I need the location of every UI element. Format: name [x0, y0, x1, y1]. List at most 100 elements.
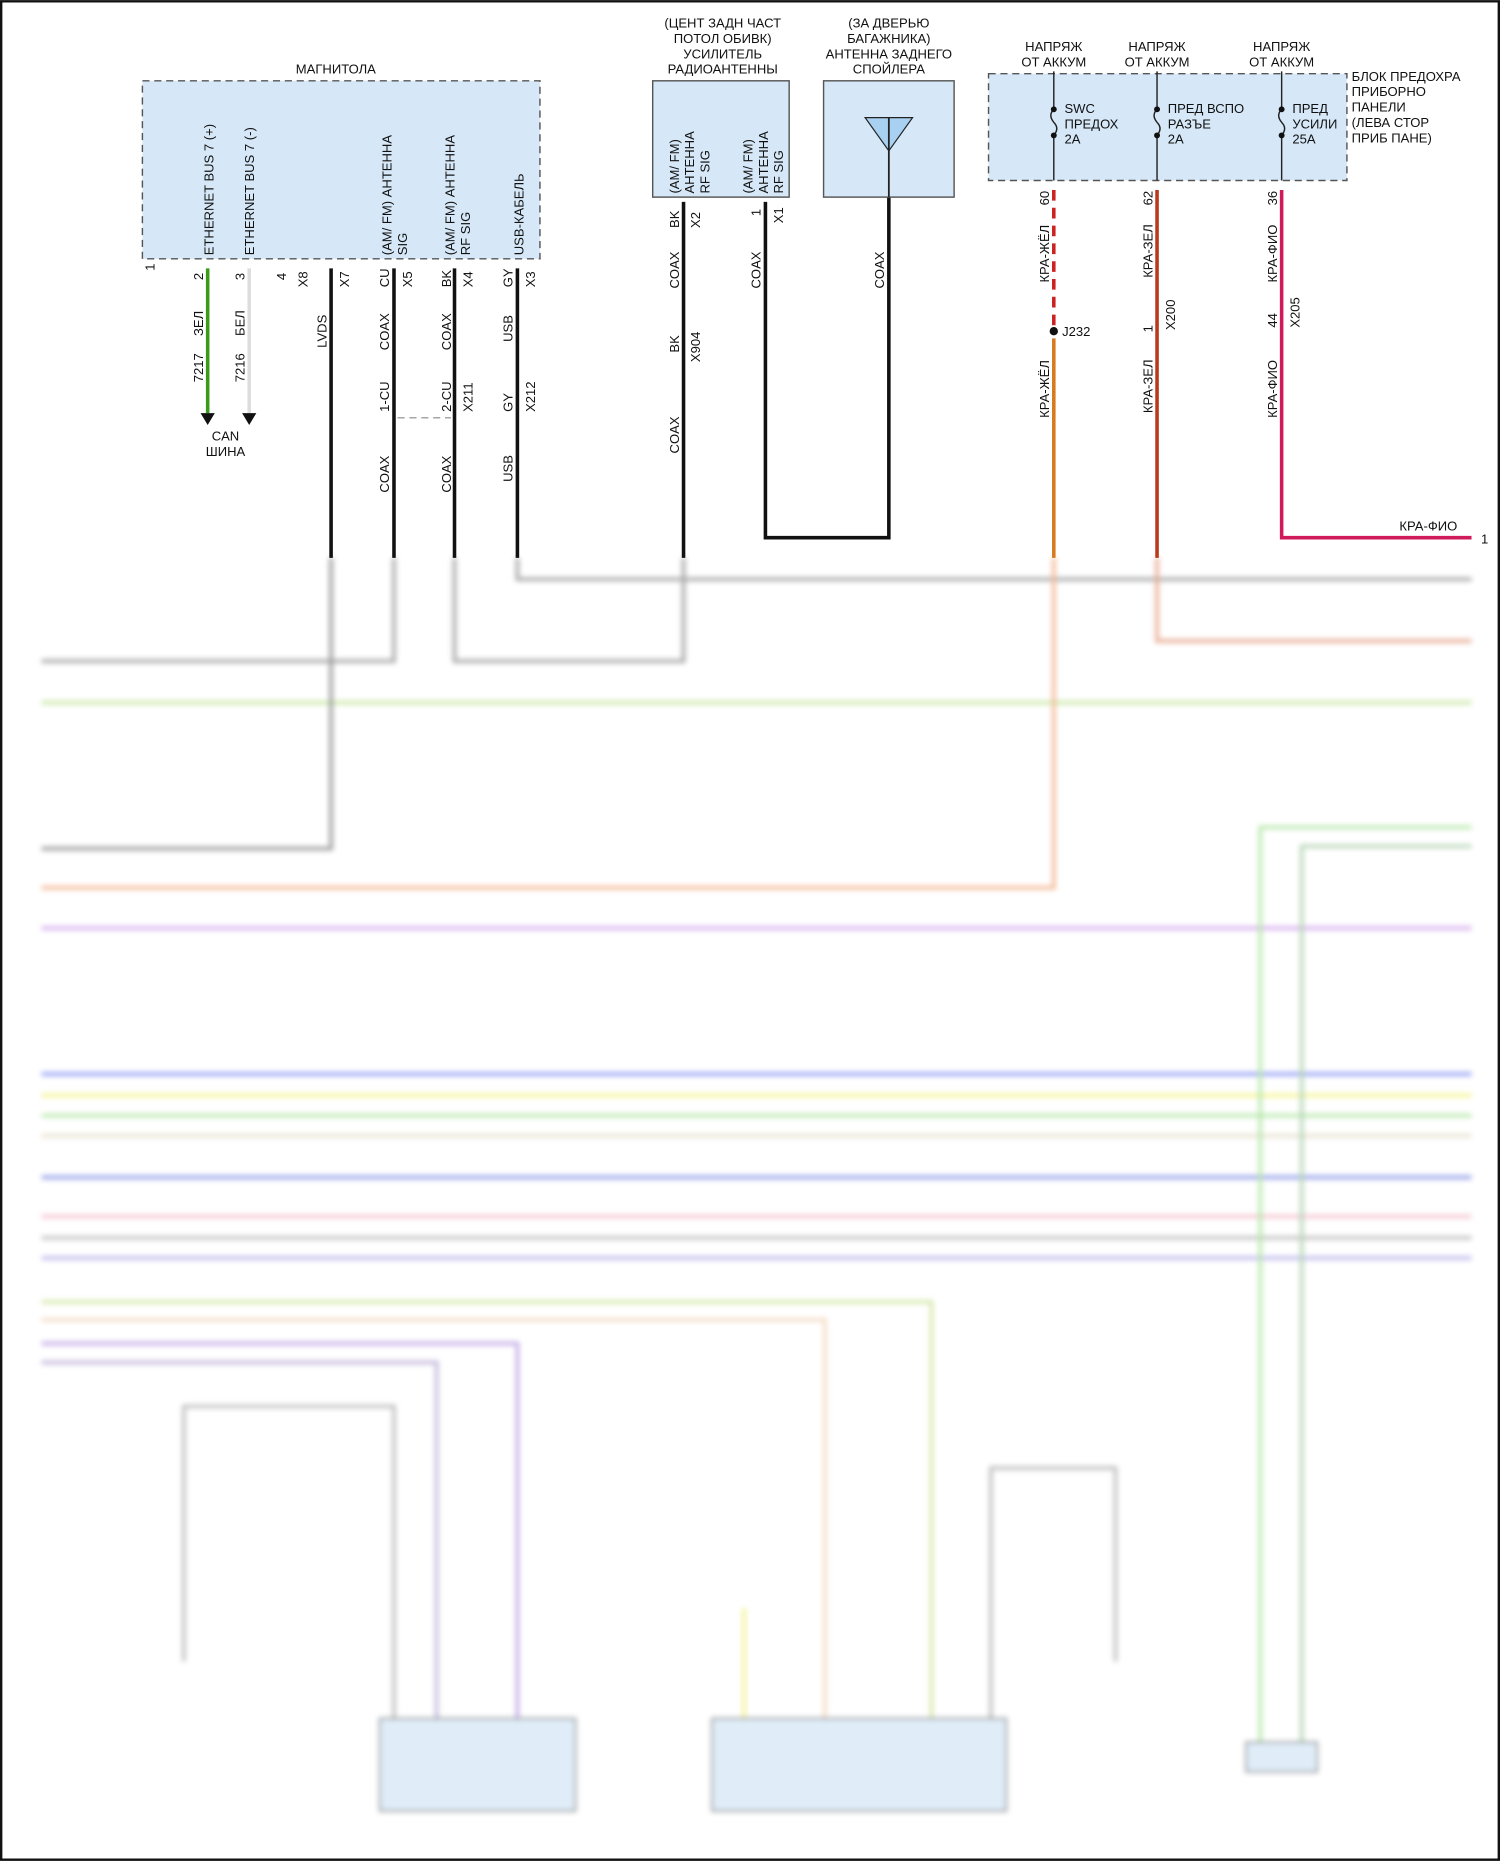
pin-label-rf-sig: RF SIG [458, 212, 473, 256]
fuse-icons [1050, 71, 1286, 181]
wire-label: КРА-ФИО [1265, 360, 1280, 418]
antenna-icon [863, 117, 914, 198]
svg-text:БАГАЖНИКА): БАГАЖНИКА) [847, 31, 930, 46]
svg-text:ПРЕД ВСПО: ПРЕД ВСПО [1168, 101, 1244, 116]
connector-id: X8 [295, 271, 310, 287]
pin-number: 44 [1265, 313, 1280, 328]
wire-amp-x1-antenna [763, 130, 891, 540]
wire-label: COAX [377, 455, 392, 492]
wire-color-label: БЕЛ [232, 310, 247, 336]
svg-text:АНТЕННА ЗАДНЕГО: АНТЕННА ЗАДНЕГО [826, 46, 952, 61]
svg-text:НАПРЯЖ: НАПРЯЖ [1253, 39, 1310, 54]
wire-color-code: GY [501, 393, 516, 412]
wire-label: КРА-ЗЕЛ [1140, 359, 1155, 413]
connector-id: X1 [771, 207, 786, 223]
wire-label: 1-CU [377, 381, 392, 411]
svg-text:СПОЙЛЕРА: СПОЙЛЕРА [853, 62, 925, 77]
antenna-title: (ЗА ДВЕРЬЮ БАГАЖНИКА) АНТЕННА ЗАДНЕГО СП… [826, 15, 952, 76]
amplifier-box [651, 80, 790, 198]
svg-text:НАПРЯЖ: НАПРЯЖ [1128, 39, 1185, 54]
wire-color-label: ЗЕЛ [191, 311, 206, 336]
connector-id: X4 [460, 271, 475, 287]
wire-color-code: BK [439, 270, 454, 288]
svg-text:ПРИБОРНО: ПРИБОРНО [1352, 84, 1426, 99]
can-label-2: ШИНА [206, 444, 246, 459]
arrow-icon [242, 413, 257, 425]
svg-text:ОТ АККУМ: ОТ АККУМ [1125, 55, 1190, 70]
wire-label: КРА-ЖЁЛ [1037, 225, 1052, 283]
pin-label-eth-plus: ETHERNET BUS 7 (+) [202, 124, 217, 255]
pin-number: 1 [749, 209, 764, 216]
connector-id: X904 [688, 332, 703, 362]
pin-number: 60 [1037, 191, 1052, 206]
circuit-number: 7216 [232, 353, 247, 382]
connector-id: X205 [1287, 297, 1302, 327]
wire-label: COAX [749, 251, 764, 288]
amplifier-title: (ЦЕНТ ЗАДН ЧАСТ ПОТОЛ ОБИВК) УСИЛИТЕЛЬ Р… [664, 15, 781, 76]
svg-text:УСИЛИ: УСИЛИ [1292, 116, 1337, 131]
svg-text:(ЗА ДВЕРЬЮ: (ЗА ДВЕРЬЮ [848, 15, 929, 30]
svg-text:ПОТОЛ ОБИВК): ПОТОЛ ОБИВК) [674, 31, 772, 46]
fuse-block-box [987, 72, 1348, 182]
connector-id: X212 [523, 381, 538, 411]
can-label: CAN [212, 428, 240, 443]
connector-id: X5 [400, 271, 415, 287]
svg-text:НАПРЯЖ: НАПРЯЖ [1025, 39, 1082, 54]
pin-label: (AM/ FM) [667, 139, 682, 193]
wire-label: КРА-ЗЕЛ [1140, 224, 1155, 278]
svg-text:ОТ АККУМ: ОТ АККУМ [1021, 55, 1086, 70]
svg-text:ПАНЕЛИ: ПАНЕЛИ [1352, 100, 1406, 115]
pin-number: 1 [142, 263, 157, 270]
pin-number: 4 [274, 273, 289, 280]
connector-id: X2 [688, 212, 703, 228]
arrow-icon [200, 413, 215, 425]
wire-label: USB [501, 315, 516, 342]
svg-text:ПРЕДОХ: ПРЕДОХ [1064, 116, 1118, 131]
fuse-block-title: БЛОК ПРЕДОХРА ПРИБОРНО ПАНЕЛИ (ЛЕВА СТОР… [1352, 69, 1461, 146]
connector-id: X211 [460, 382, 475, 412]
wire-label: КРА-ЖЁЛ [1037, 360, 1052, 418]
svg-text:(ЦЕНТ ЗАДН ЧАСТ: (ЦЕНТ ЗАДН ЧАСТ [664, 15, 781, 30]
wire-color-code: BK [667, 210, 682, 228]
svg-text:ОТ АККУМ: ОТ АККУМ [1249, 55, 1314, 70]
pin-label-eth-minus: ETHERNET BUS 7 (-) [242, 127, 257, 255]
wire-label: COAX [667, 416, 682, 453]
pin-number: 36 [1265, 191, 1280, 206]
wire-color-code: GY [501, 268, 516, 287]
pin-label: АНТЕННА [682, 131, 697, 194]
head-unit-title: МАГНИТОЛА [296, 62, 376, 77]
blurred-section [41, 557, 1472, 1812]
pin-label: (AM/ FM) [740, 139, 755, 193]
svg-text:РАЗЪЕ: РАЗЪЕ [1168, 116, 1212, 131]
wire-label: 2-CU [439, 381, 454, 411]
wire-label: COAX [667, 251, 682, 288]
wire-color-code: CU [377, 268, 392, 287]
pin-label: АНТЕННА [756, 131, 771, 194]
wire-label: КРА-ФИО [1399, 519, 1457, 534]
pin-label-usb: USB-КАБЕЛЬ [511, 173, 526, 255]
pin-number: 3 [232, 273, 247, 280]
wire-label: USB [501, 455, 516, 482]
circuit-number: 7217 [191, 353, 206, 382]
connector-id: X200 [1163, 300, 1178, 330]
svg-text:(ЛЕВА СТОР: (ЛЕВА СТОР [1352, 115, 1430, 130]
pin-label-am-fm-rf: (AM/ FM) АНТЕННА [443, 135, 458, 256]
pin-number: 62 [1140, 191, 1155, 206]
svg-text:ПРИБ ПАНЕ): ПРИБ ПАНЕ) [1352, 131, 1432, 146]
wire-label: LVDS [314, 314, 329, 347]
svg-text:2A: 2A [1064, 132, 1080, 147]
wire-label: COAX [439, 313, 454, 350]
wire-kra-fio [1279, 189, 1472, 540]
svg-text:УСИЛИТЕЛЬ: УСИЛИТЕЛЬ [683, 46, 762, 61]
svg-text:SWC: SWC [1064, 101, 1094, 116]
pin-number: 1 [1140, 325, 1155, 332]
pin-label: RF SIG [698, 150, 713, 194]
head-unit-box [141, 80, 541, 260]
supply-labels: НАПРЯЖ ОТ АККУМ НАПРЯЖ ОТ АККУМ НАПРЯЖ О… [1021, 39, 1314, 69]
wire-color-code: BK [667, 335, 682, 353]
connector-id: X3 [523, 271, 538, 287]
svg-text:2A: 2A [1168, 132, 1184, 147]
